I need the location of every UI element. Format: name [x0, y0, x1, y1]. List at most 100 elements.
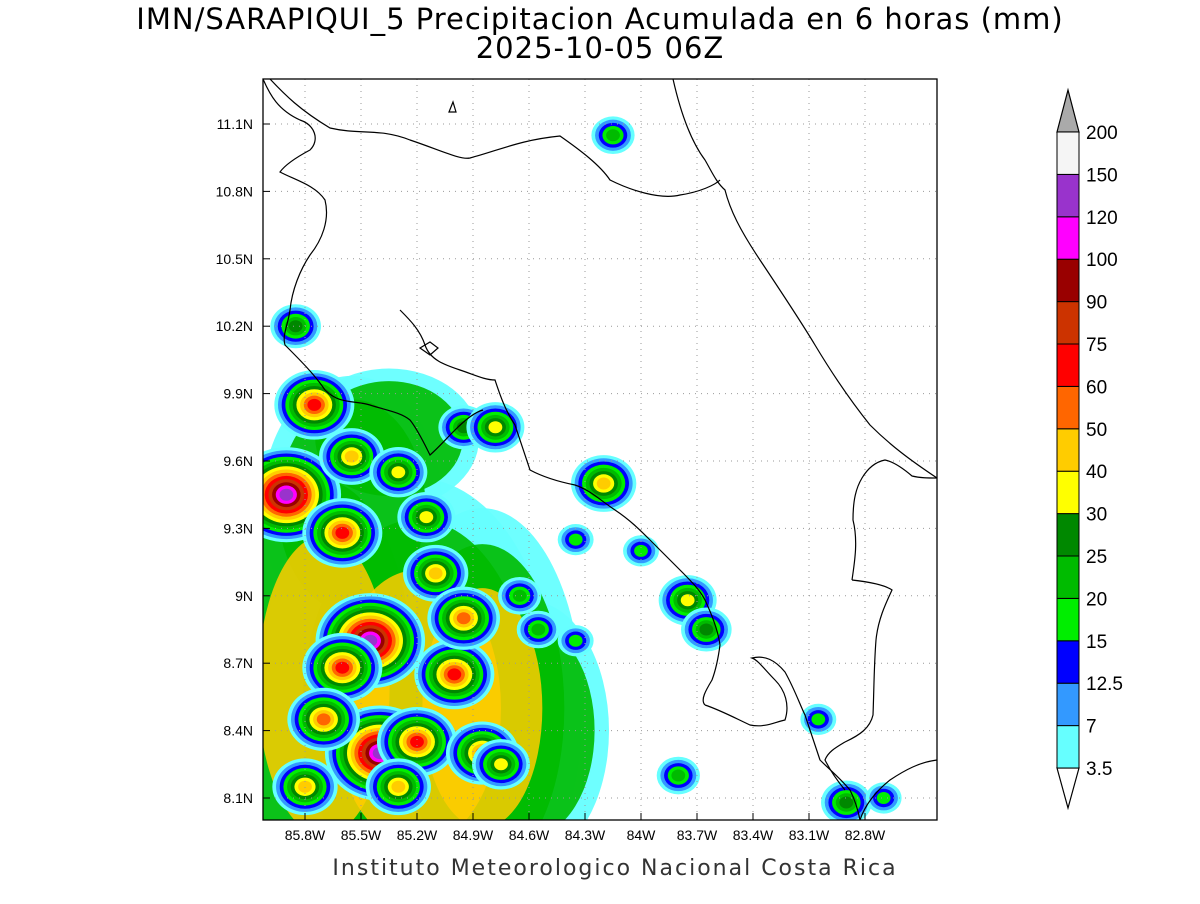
- precip-cell: [488, 421, 503, 434]
- precip-cell: [671, 769, 686, 782]
- colorbar-label: 12.5: [1086, 674, 1123, 695]
- precip-cell: [494, 758, 508, 771]
- precip-cell: [335, 526, 350, 539]
- colorbar-swatch: [1056, 597, 1080, 642]
- colorbar-swatch: [1056, 682, 1080, 727]
- lat-tick-label: 9.9N: [223, 386, 253, 402]
- precip-cell: [876, 792, 891, 804]
- lon-tick-label: 85.8W: [285, 827, 326, 843]
- lat-tick-label: 9N: [235, 588, 253, 604]
- precip-cell: [568, 634, 583, 647]
- lon-tick-label: 83.4W: [733, 827, 774, 843]
- colorbar-label: 20: [1086, 589, 1107, 610]
- lat-tick-label: 10.5N: [216, 251, 253, 267]
- lat-tick-label: 8.7N: [223, 655, 253, 671]
- colorbar-label: 75: [1086, 335, 1107, 356]
- coastlines: [263, 79, 937, 820]
- coastline-north-caribbean: [672, 79, 937, 479]
- lat-tick-label: 9.3N: [223, 520, 253, 536]
- precip-cell: [428, 567, 443, 580]
- colorbar-underflow-triangle: [1056, 767, 1080, 811]
- precip-cell: [596, 477, 611, 490]
- precip-cell: [391, 466, 406, 479]
- colorbar-label: 100: [1086, 250, 1118, 271]
- lat-tick-label: 10.8N: [216, 183, 253, 199]
- colorbar-swatch: [1056, 428, 1080, 472]
- colorbar-swatch: [1056, 343, 1080, 387]
- map-title: IMN/SARAPIQUI_5 Precipitacion Acumulada …: [136, 2, 1064, 36]
- border-panama-south: [824, 579, 893, 791]
- precip-cell: [335, 661, 350, 674]
- colorbar-label: 60: [1086, 377, 1107, 398]
- coastline-osa: [704, 656, 861, 820]
- latitude-ticks: 11.1N 10.8N 10.5N 10.2N 9.9N 9.6N 9.3N 9N 8.7N 8.…: [216, 116, 270, 806]
- colorbar-label: 3.5: [1086, 759, 1112, 780]
- precip-cell: [456, 612, 471, 625]
- colorbar-label: 25: [1086, 547, 1107, 568]
- precip-cell: [410, 735, 424, 748]
- coastline-panama-pacific: [859, 759, 937, 820]
- colorbar-swatch: [1056, 258, 1080, 303]
- precip-cell: [288, 320, 303, 333]
- precip-cell: [298, 780, 312, 793]
- precip-cell: [568, 533, 583, 546]
- lon-tick-label: 84.6W: [509, 827, 550, 843]
- colorbar-label: 120: [1086, 208, 1118, 229]
- colorbar: 3.5 7 12.5 15 20 25 30 40 50 60 75 90 100 120 150 200: [1056, 87, 1123, 811]
- colorbar-label: 7: [1086, 717, 1097, 738]
- precip-cell: [419, 511, 434, 524]
- colorbar-swatch: [1056, 513, 1080, 557]
- precip-cell: [606, 129, 620, 142]
- plot-frame: [262, 78, 938, 821]
- lon-tick-label: 85.5W: [341, 827, 382, 843]
- island-feature: [448, 100, 457, 113]
- precip-cell: [699, 623, 714, 636]
- colorbar-swatch: [1056, 131, 1080, 175]
- colorbar-label: 50: [1086, 420, 1107, 441]
- colorbar-label: 150: [1086, 165, 1118, 186]
- coastline-gulf-nicoya: [399, 309, 721, 706]
- precip-cell: [307, 398, 322, 411]
- precip-cell: [391, 780, 406, 793]
- precipitation-field: [263, 116, 902, 820]
- island-nicoya: [418, 341, 439, 356]
- lon-tick-label: 82.8W: [845, 827, 886, 843]
- colorbar-swatch: [1056, 173, 1080, 218]
- coastline-pacific-north: [263, 79, 484, 456]
- border-panama: [851, 459, 937, 581]
- grid-lines: [263, 79, 937, 820]
- lon-tick-label: 84.9W: [453, 827, 494, 843]
- precip-cell: [512, 589, 527, 602]
- colorbar-swatch: [1056, 725, 1080, 769]
- lat-tick-label: 10.2N: [216, 318, 253, 334]
- colorbar-label: 40: [1086, 462, 1107, 483]
- coastline-lake-nicaragua: [269, 79, 721, 197]
- lat-tick-label: 11.1N: [217, 116, 253, 132]
- map-valid-time: 2025-10-05 06Z: [475, 31, 725, 65]
- precip-cell: [680, 594, 695, 607]
- lon-tick-label: 83.1W: [789, 827, 830, 843]
- colorbar-swatch: [1056, 216, 1080, 260]
- colorbar-swatch: [1056, 385, 1080, 430]
- colorbar-label: 200: [1086, 123, 1118, 144]
- precip-cell: [279, 488, 294, 501]
- precip-cell: [447, 668, 462, 681]
- colorbar-overflow-triangle: [1056, 87, 1080, 133]
- lat-tick-label: 8.1N: [223, 790, 253, 806]
- precip-cell: [839, 796, 854, 809]
- credit-text: Instituto Meteorologico Nacional Costa R…: [332, 856, 898, 881]
- lat-tick-label: 9.6N: [223, 453, 253, 469]
- precip-cell: [531, 623, 546, 636]
- precip-cell: [316, 713, 331, 726]
- lon-tick-label: 85.2W: [397, 827, 438, 843]
- colorbar-label: 15: [1086, 632, 1107, 653]
- lon-tick-label: 84W: [627, 827, 657, 843]
- precip-cell: [344, 450, 359, 463]
- precip-cell: [811, 713, 826, 726]
- longitude-ticks: 85.8W 85.5W 85.2W 84.9W 84.6W 84.3W 84W 83.7W 83…: [285, 813, 886, 843]
- lon-tick-label: 83.7W: [677, 827, 718, 843]
- precip-cell: [634, 544, 648, 557]
- colorbar-label: 30: [1086, 505, 1107, 526]
